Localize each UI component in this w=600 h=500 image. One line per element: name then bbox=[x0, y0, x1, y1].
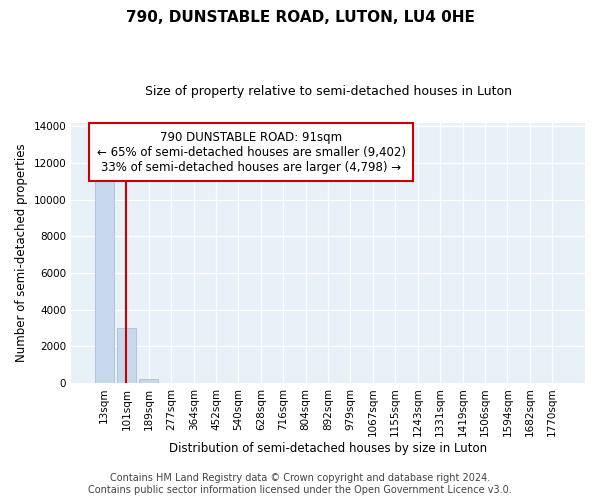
Bar bbox=[117, 328, 136, 383]
Bar bbox=[139, 379, 158, 383]
Y-axis label: Number of semi-detached properties: Number of semi-detached properties bbox=[15, 144, 28, 362]
Text: 790 DUNSTABLE ROAD: 91sqm
← 65% of semi-detached houses are smaller (9,402)
33% : 790 DUNSTABLE ROAD: 91sqm ← 65% of semi-… bbox=[97, 130, 406, 174]
Title: Size of property relative to semi-detached houses in Luton: Size of property relative to semi-detach… bbox=[145, 85, 512, 98]
Bar bbox=[95, 174, 113, 383]
X-axis label: Distribution of semi-detached houses by size in Luton: Distribution of semi-detached houses by … bbox=[169, 442, 487, 455]
Text: 790, DUNSTABLE ROAD, LUTON, LU4 0HE: 790, DUNSTABLE ROAD, LUTON, LU4 0HE bbox=[125, 10, 475, 25]
Text: Contains HM Land Registry data © Crown copyright and database right 2024.
Contai: Contains HM Land Registry data © Crown c… bbox=[88, 474, 512, 495]
